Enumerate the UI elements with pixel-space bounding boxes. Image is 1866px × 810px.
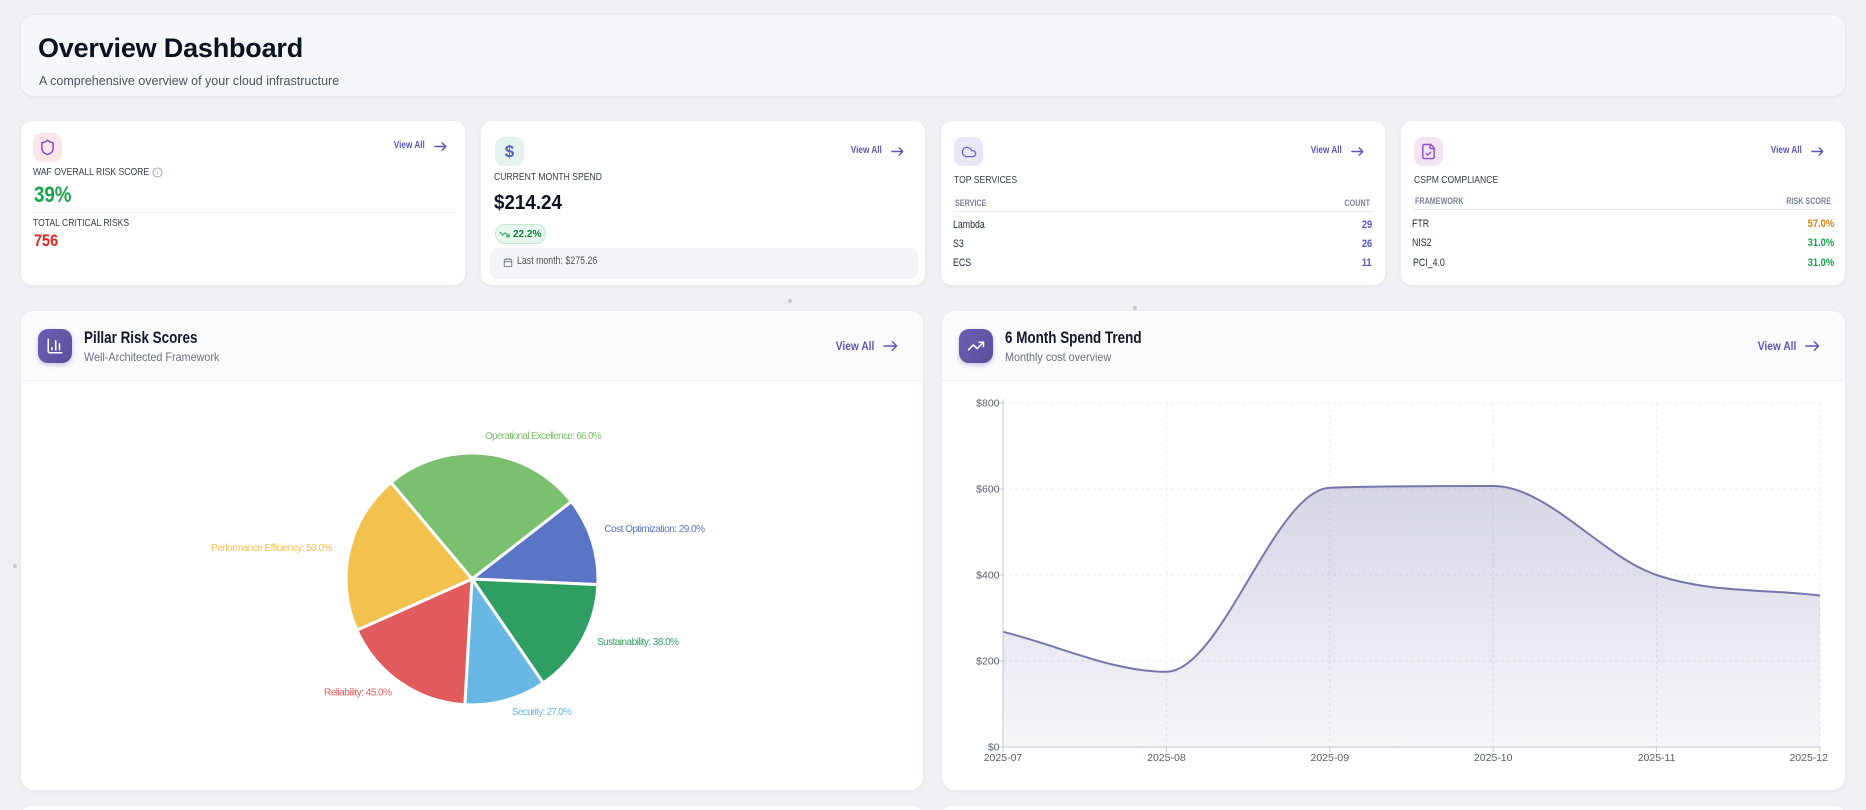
svg-text:$800: $800 [976,398,1000,410]
svg-text:2025-11: 2025-11 [1638,752,1676,764]
svg-text:Sustainability: 38.0%: Sustainability: 38.0% [597,637,679,648]
svg-text:Reliability: 45.0%: Reliability: 45.0% [324,688,392,699]
svg-text:2025-08: 2025-08 [1147,752,1186,764]
svg-text:2025-09: 2025-09 [1311,752,1350,764]
svg-text:Operational Excellence: 66.0%: Operational Excellence: 66.0% [485,431,602,442]
svg-text:2025-07: 2025-07 [984,752,1023,764]
svg-text:$200: $200 [976,656,1000,668]
svg-text:2025-10: 2025-10 [1474,752,1513,764]
svg-text:$400: $400 [976,570,1000,582]
svg-text:Performance Efficiency: 53.0%: Performance Efficiency: 53.0% [211,543,332,554]
svg-text:$0: $0 [988,742,1000,754]
svg-text:2025-12: 2025-12 [1789,752,1828,764]
svg-text:$600: $600 [976,484,1000,496]
svg-text:Cost Optimization: 29.0%: Cost Optimization: 29.0% [604,524,705,535]
svg-text:Security: 27.0%: Security: 27.0% [512,707,572,718]
